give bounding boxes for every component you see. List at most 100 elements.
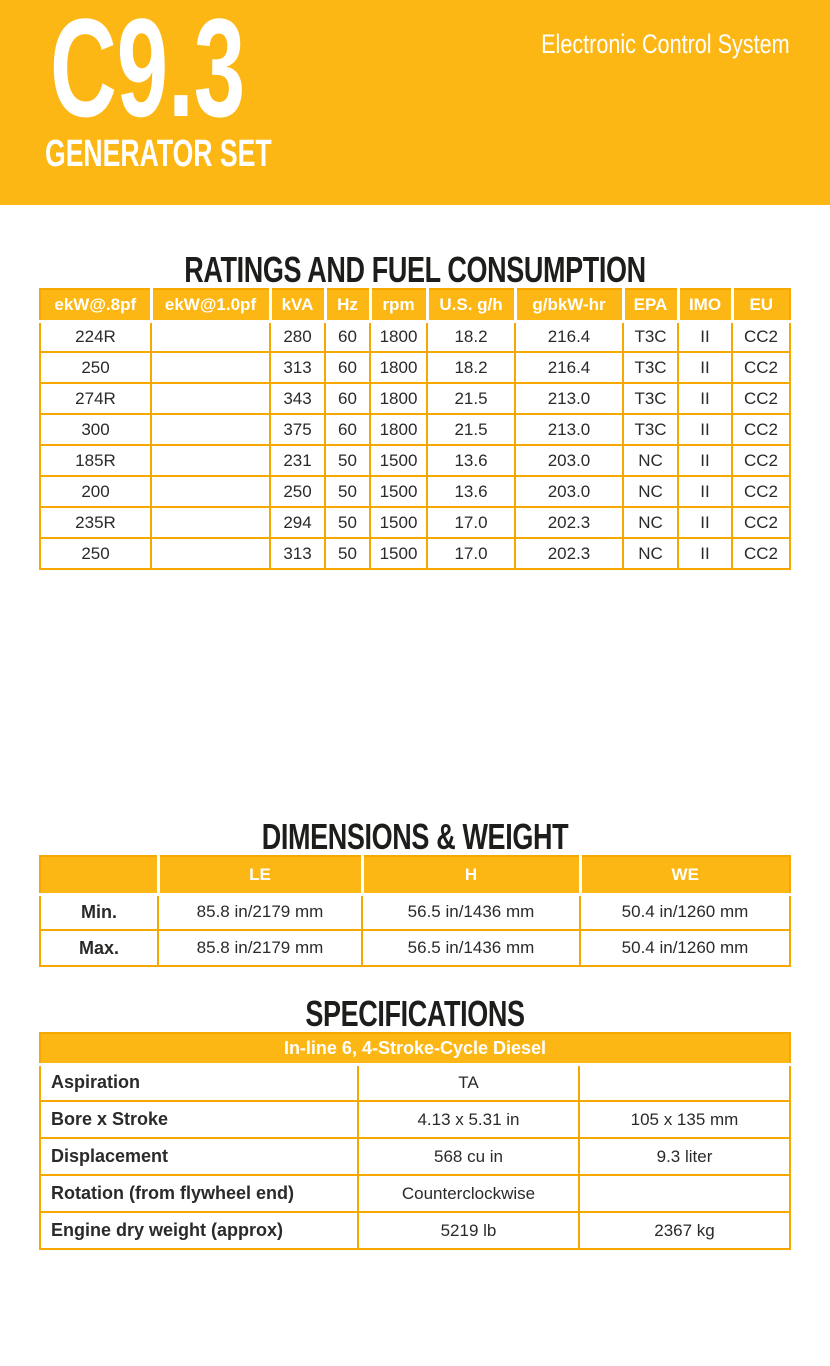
col-header-le: LE xyxy=(156,856,362,896)
table-cell: 105 x 135 mm xyxy=(577,1100,792,1139)
table-row: Engine dry weight (approx) 5219 lb 2367 kg xyxy=(38,1211,792,1250)
table-cell: Rotation (from flywheel end) xyxy=(38,1174,359,1213)
table-cell xyxy=(150,351,271,384)
table-cell: 1500 xyxy=(369,475,428,508)
table-cell: CC2 xyxy=(731,444,791,477)
dimensions-table: LE H WE Min. 85.8 in/2179 mm 56.5 in/1436 … xyxy=(39,855,791,967)
table-cell: 203.0 xyxy=(514,444,624,477)
col-header-gbkw-hr: g/bkW-hr xyxy=(513,289,623,323)
table-cell: 213.0 xyxy=(514,382,624,415)
table-cell xyxy=(150,537,271,570)
table-cell: 235R xyxy=(39,506,152,539)
table-row: 200 250 50 1500 13.6 203.0 NC II CC2 xyxy=(39,475,791,508)
table-row: Bore x Stroke 4.13 x 5.31 in 105 x 135 mm xyxy=(38,1100,792,1139)
specifications-header-row: In-line 6, 4-Stroke-Cycle Diesel xyxy=(39,1033,790,1066)
table-cell xyxy=(577,1174,792,1213)
table-cell: 200 xyxy=(39,475,152,508)
table-cell: 1800 xyxy=(369,382,428,415)
ratings-table-body: 224R 280 60 1800 18.2 216.4 T3C II CC2 250 313 60 18… xyxy=(39,320,791,570)
table-cell: Engine dry weight (approx) xyxy=(38,1211,359,1250)
table-cell: 185R xyxy=(39,444,152,477)
col-header-rpm: rpm xyxy=(368,289,427,323)
header-band: C9.3 Electronic Control System GENERATOR… xyxy=(0,0,830,205)
table-cell: 17.0 xyxy=(426,506,516,539)
table-cell: 1500 xyxy=(369,444,428,477)
table-cell: 250 xyxy=(39,351,152,384)
table-cell: 18.2 xyxy=(426,351,516,384)
dimensions-section-title: DIMENSIONS & WEIGHT xyxy=(261,816,569,857)
table-cell: 313 xyxy=(269,351,326,384)
table-cell: 56.5 in/1436 mm xyxy=(361,893,581,931)
table-cell: T3C xyxy=(622,351,679,384)
col-header-us-gh: U.S. g/h xyxy=(425,289,515,323)
ratings-header-row: ekW@.8pf ekW@1.0pf kVA Hz rpm U.S. g/h g… xyxy=(40,289,790,323)
table-row: 224R 280 60 1800 18.2 216.4 T3C II CC2 xyxy=(39,320,791,353)
table-cell: CC2 xyxy=(731,506,791,539)
table-cell: 50.4 in/1260 mm xyxy=(579,893,791,931)
table-cell: 250 xyxy=(39,537,152,570)
table-cell: II xyxy=(677,444,733,477)
table-cell: 60 xyxy=(324,351,371,384)
table-cell: Counterclockwise xyxy=(356,1174,580,1213)
table-cell: 300 xyxy=(39,413,152,446)
table-cell: 568 cu in xyxy=(356,1137,580,1176)
table-cell: Displacement xyxy=(38,1137,359,1176)
dimensions-table-body: Min. 85.8 in/2179 mm 56.5 in/1436 mm 50.4 i… xyxy=(39,893,791,967)
table-row: 235R 294 50 1500 17.0 202.3 NC II CC2 xyxy=(39,506,791,539)
table-cell: CC2 xyxy=(731,475,791,508)
table-cell: 50 xyxy=(324,506,371,539)
table-cell: NC xyxy=(622,506,679,539)
table-cell: 2367 kg xyxy=(577,1211,792,1250)
table-cell: 13.6 xyxy=(426,475,516,508)
table-cell: CC2 xyxy=(731,413,791,446)
table-cell: NC xyxy=(622,475,679,508)
table-cell: 313 xyxy=(269,537,326,570)
col-header-epa: EPA xyxy=(621,289,678,323)
table-cell xyxy=(150,506,271,539)
col-header-kva: kVA xyxy=(268,289,325,323)
table-cell: T3C xyxy=(622,382,679,415)
table-cell xyxy=(150,320,271,353)
table-cell: T3C xyxy=(622,320,679,353)
table-cell xyxy=(150,413,271,446)
table-cell: Aspiration xyxy=(38,1063,359,1102)
ratings-table-head: ekW@.8pf ekW@1.0pf kVA Hz rpm U.S. g/h g… xyxy=(40,289,790,323)
table-cell: 203.0 xyxy=(514,475,624,508)
table-row: Displacement 568 cu in 9.3 liter xyxy=(38,1137,792,1176)
table-cell: 213.0 xyxy=(514,413,624,446)
table-cell: 85.8 in/2179 mm xyxy=(157,929,363,967)
table-cell: 18.2 xyxy=(426,320,516,353)
table-cell: 21.5 xyxy=(426,413,516,446)
table-cell: Bore x Stroke xyxy=(38,1100,359,1139)
table-cell: 13.6 xyxy=(426,444,516,477)
table-cell: CC2 xyxy=(731,320,791,353)
table-cell: 216.4 xyxy=(514,351,624,384)
table-cell: II xyxy=(677,413,733,446)
table-cell: II xyxy=(677,537,733,570)
table-cell: 274R xyxy=(39,382,152,415)
dimensions-table-head: LE H WE xyxy=(40,856,790,896)
table-cell: II xyxy=(677,506,733,539)
dimensions-header-row: LE H WE xyxy=(40,856,790,896)
specifications-table: In-line 6, 4-Stroke-Cycle Diesel Aspirat… xyxy=(38,1032,792,1250)
table-row: 274R 343 60 1800 21.5 213.0 T3C II CC2 xyxy=(39,382,791,415)
table-cell: 216.4 xyxy=(514,320,624,353)
table-row: Aspiration TA xyxy=(38,1063,792,1102)
engine-type-header: In-line 6, 4-Stroke-Cycle Diesel xyxy=(39,1033,790,1066)
table-row: Rotation (from flywheel end) Counterclock… xyxy=(38,1174,792,1213)
table-cell: 4.13 x 5.31 in xyxy=(356,1100,580,1139)
table-cell: NC xyxy=(622,537,679,570)
table-cell: 375 xyxy=(269,413,326,446)
col-header-blank xyxy=(40,856,158,896)
table-cell: 1800 xyxy=(369,351,428,384)
specifications-section-title: SPECIFICATIONS xyxy=(305,993,525,1034)
table-row: Min. 85.8 in/2179 mm 56.5 in/1436 mm 50.4 i… xyxy=(39,893,791,931)
table-cell: T3C xyxy=(622,413,679,446)
table-cell: 60 xyxy=(324,413,371,446)
generator-set-subtitle: GENERATOR SET xyxy=(45,133,272,175)
table-cell: II xyxy=(677,382,733,415)
table-cell xyxy=(577,1063,792,1102)
table-cell: NC xyxy=(622,444,679,477)
table-cell: II xyxy=(677,320,733,353)
table-cell: 1800 xyxy=(369,413,428,446)
